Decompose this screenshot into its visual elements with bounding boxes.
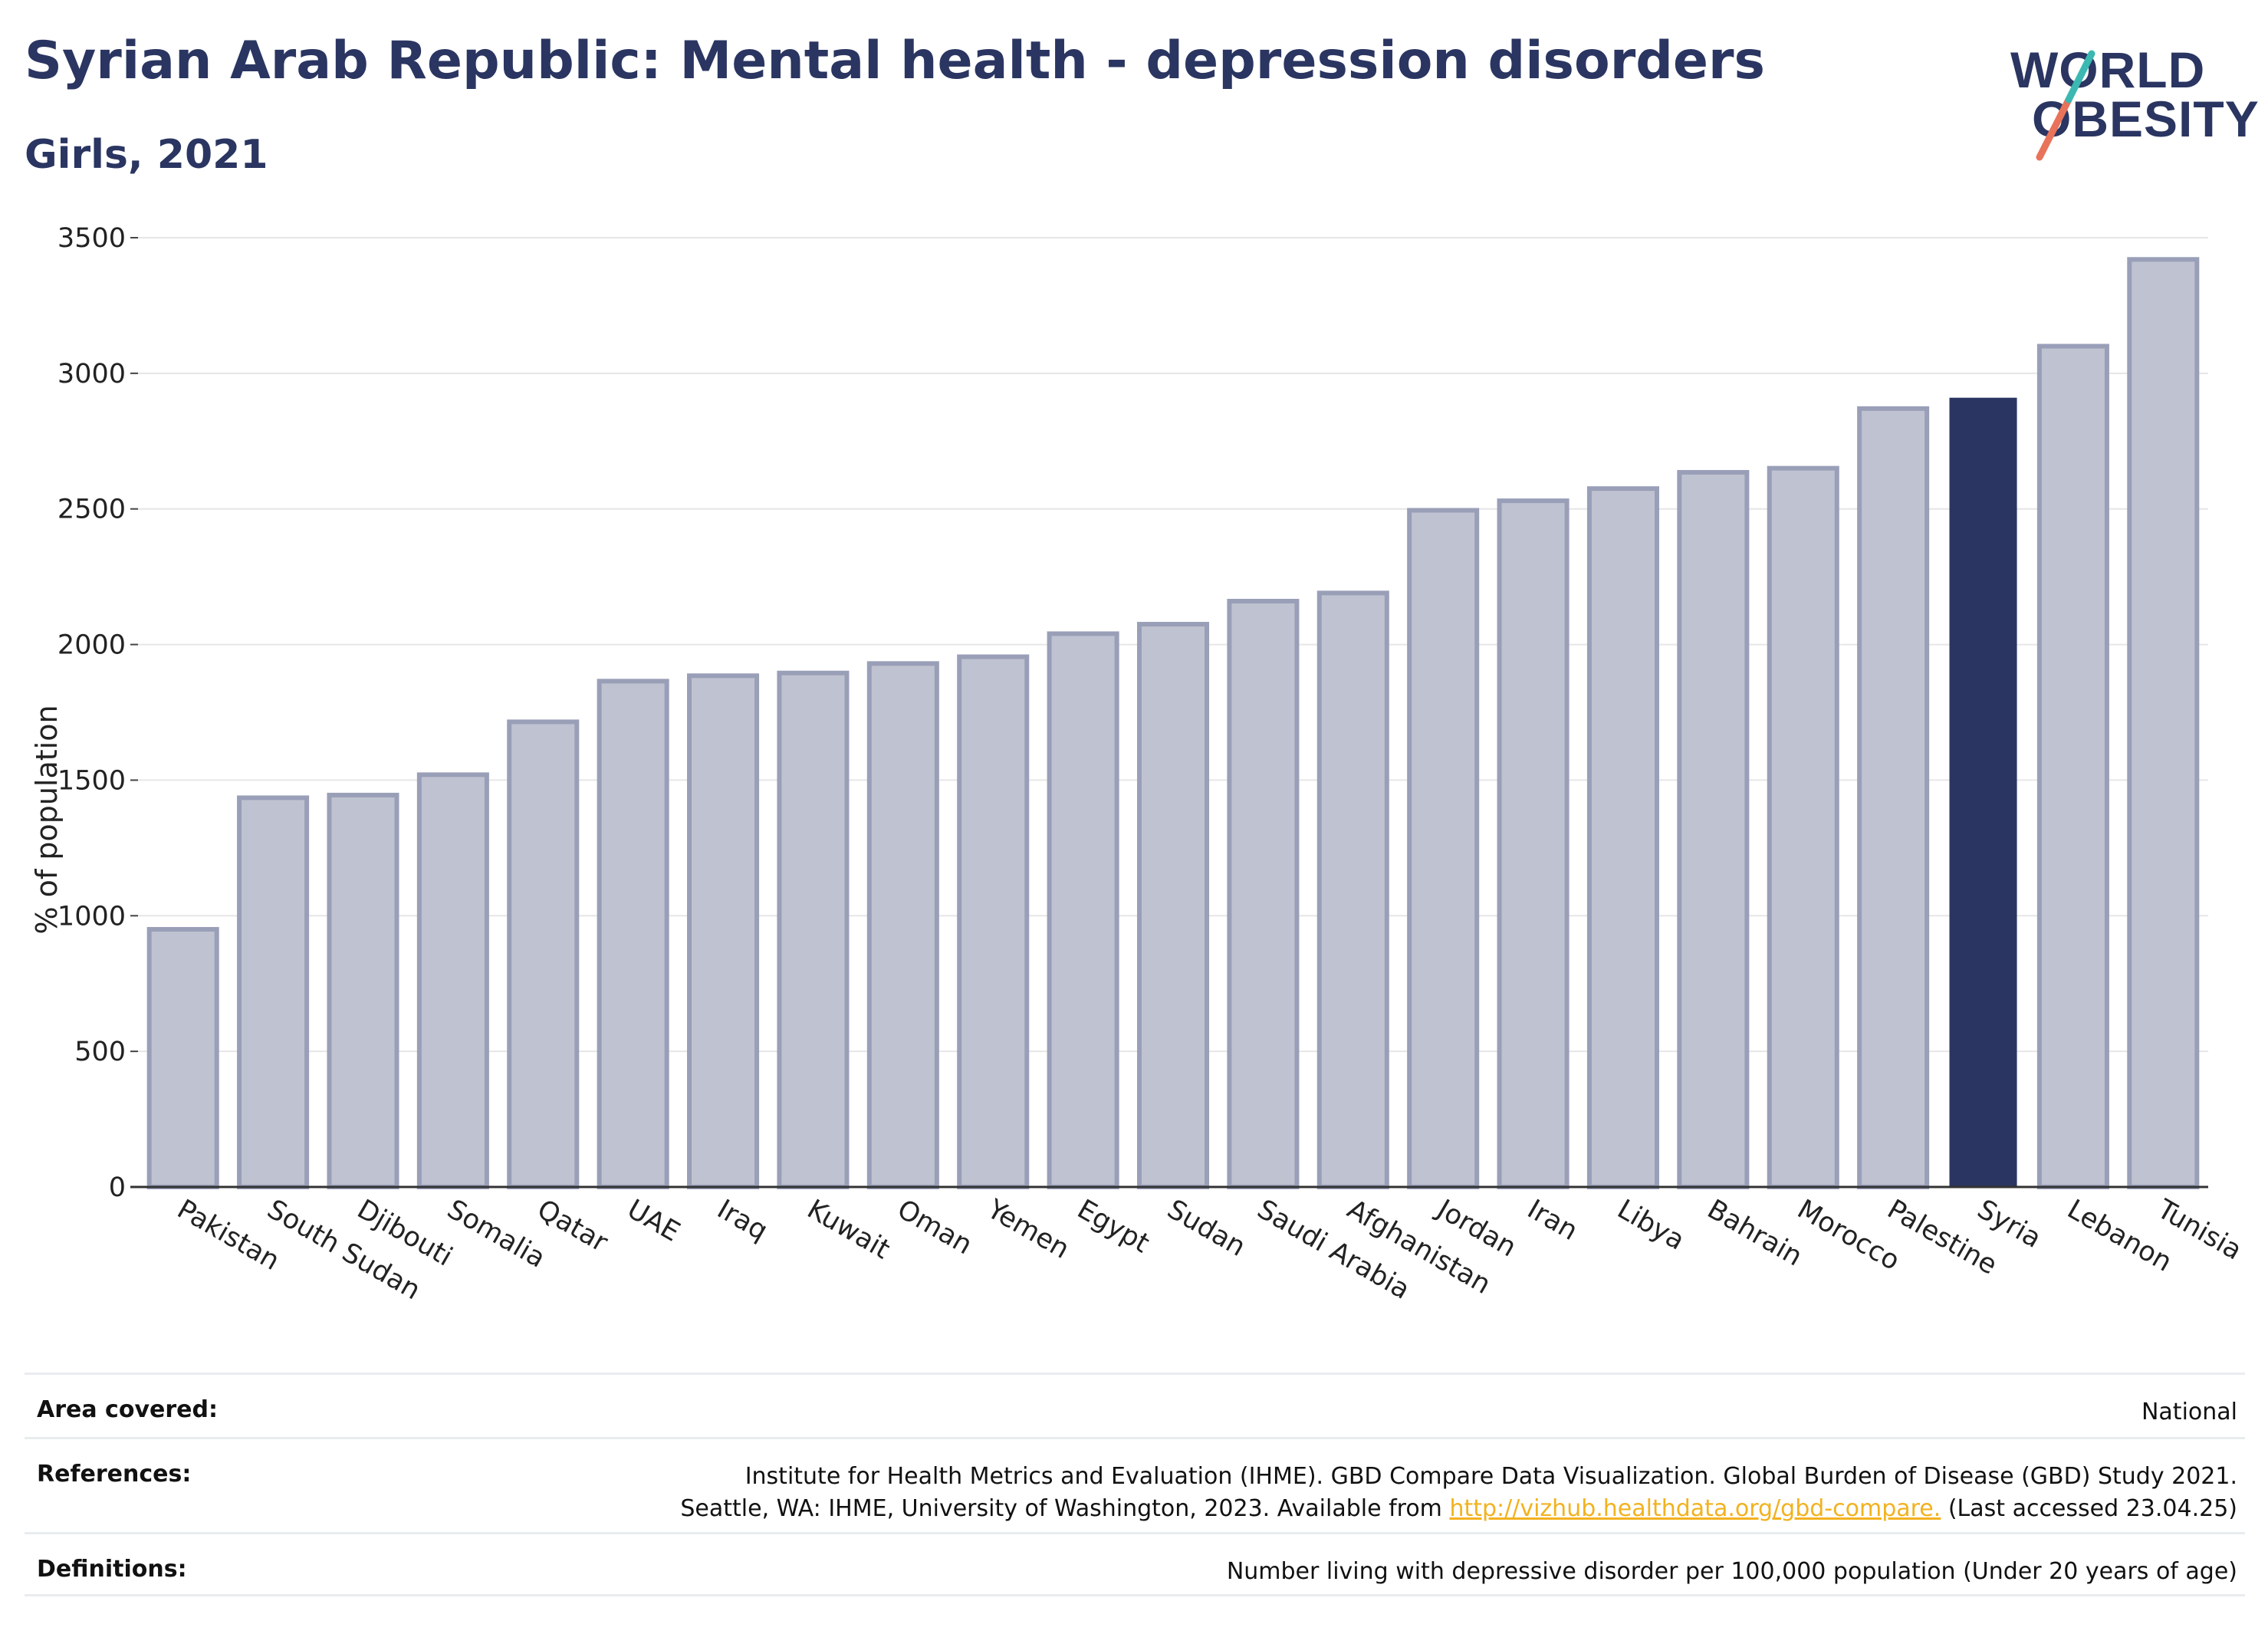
y-tick-label: 1000 [58, 901, 126, 932]
definitions-label: Definitions: [37, 1556, 187, 1583]
x-tick-label: Iran [1522, 1194, 1583, 1247]
area-covered-value: National [2141, 1399, 2237, 1425]
definitions-value: Number living with depressive disorder p… [1226, 1558, 2237, 1585]
bar-jordan[interactable] [1407, 508, 1480, 1189]
bar-bahrain[interactable] [1677, 469, 1750, 1190]
bar-oman[interactable] [866, 661, 939, 1189]
area-covered-row: Area covered: National [25, 1373, 2245, 1437]
y-tick-label: 1500 [58, 765, 126, 796]
bar-chart: 0 500 1000 1500 2000 2500 3000 3500 PakistanSou… [30, 223, 2247, 1306]
x-tick-label: UAE [622, 1194, 685, 1248]
bar-syria[interactable] [1949, 397, 2017, 1187]
bar-uae[interactable] [597, 679, 669, 1189]
bar-sudan[interactable] [1136, 622, 1210, 1189]
x-tick-label: Kuwait [802, 1194, 895, 1265]
x-tick-label: Iraq [712, 1194, 773, 1247]
bar-iran[interactable] [1497, 498, 1570, 1189]
page-title: Syrian Arab Republic: Mental health - de… [25, 31, 1766, 91]
y-tick-label: 0 [109, 1172, 126, 1203]
bar-kuwait[interactable] [777, 670, 850, 1189]
references-row: References: Institute for Health Metrics… [25, 1437, 2245, 1532]
x-tick-label: Pakistan [172, 1194, 284, 1277]
x-tick-label: Yemen [981, 1194, 1074, 1265]
x-tick-label: Morocco [1792, 1194, 1905, 1277]
bar-saudi-arabia[interactable] [1227, 598, 1300, 1189]
y-tick-label: 500 [74, 1037, 126, 1067]
bar-egypt[interactable] [1047, 631, 1119, 1189]
references-label: References: [37, 1461, 192, 1488]
world-obesity-logo: WORLD OBESITY [2001, 31, 2259, 169]
bar-morocco[interactable] [1767, 465, 1839, 1189]
info-table: Area covered: National References: Insti… [25, 1373, 2245, 1596]
logo-line1: WORLD [2010, 41, 2206, 98]
bar-djibouti[interactable] [327, 792, 399, 1190]
x-tick-label: Oman [892, 1194, 977, 1261]
references-value: Institute for Health Metrics and Evaluat… [680, 1461, 2237, 1525]
bar-iraq[interactable] [687, 673, 760, 1189]
bars [146, 257, 2200, 1190]
bar-palestine[interactable] [1857, 406, 1930, 1189]
area-covered-label: Area covered: [37, 1396, 218, 1423]
bar-lebanon[interactable] [2036, 344, 2109, 1189]
y-tick-label: 2000 [58, 630, 126, 661]
y-axis-title: % of population [30, 705, 64, 934]
x-tick-label: Saudi Arabia [1252, 1194, 1415, 1306]
x-tick-label: Libya [1612, 1194, 1689, 1256]
x-tick-label: Egypt [1072, 1194, 1154, 1259]
bar-afghanistan[interactable] [1316, 590, 1389, 1189]
bar-qatar[interactable] [507, 719, 580, 1189]
x-tick-label: Sudan [1162, 1194, 1251, 1263]
y-tick-label: 2500 [58, 495, 126, 525]
references-line2-pre: Seattle, WA: IHME, University of Washing… [680, 1495, 1450, 1522]
y-tick-label: 3000 [58, 359, 126, 390]
logo-slash-icon [2036, 50, 2095, 161]
page-subtitle: Girls, 2021 [25, 132, 268, 178]
x-tick-label: Bahrain [1702, 1194, 1807, 1272]
references-line2-post: (Last accessed 23.04.25) [1941, 1495, 2237, 1522]
bar-tunisia[interactable] [2127, 257, 2200, 1190]
bar-pakistan[interactable] [146, 926, 219, 1189]
bar-somalia[interactable] [416, 772, 489, 1189]
bar-yemen[interactable] [957, 654, 1030, 1189]
bar-libya[interactable] [1586, 486, 1659, 1189]
references-line1: Institute for Health Metrics and Evaluat… [744, 1463, 2237, 1490]
x-tick-label: South Sudan [262, 1194, 426, 1306]
y-tick-label: 3500 [58, 223, 126, 254]
y-axis-ticks: 0 500 1000 1500 2000 2500 3000 3500 [58, 223, 126, 1203]
bar-south-sudan[interactable] [237, 795, 310, 1189]
definitions-row: Definitions: Number living with depressi… [25, 1532, 2245, 1596]
x-tick-label: Somalia [442, 1194, 550, 1274]
references-link[interactable]: http://vizhub.healthdata.org/gbd-compare… [1449, 1495, 1941, 1522]
